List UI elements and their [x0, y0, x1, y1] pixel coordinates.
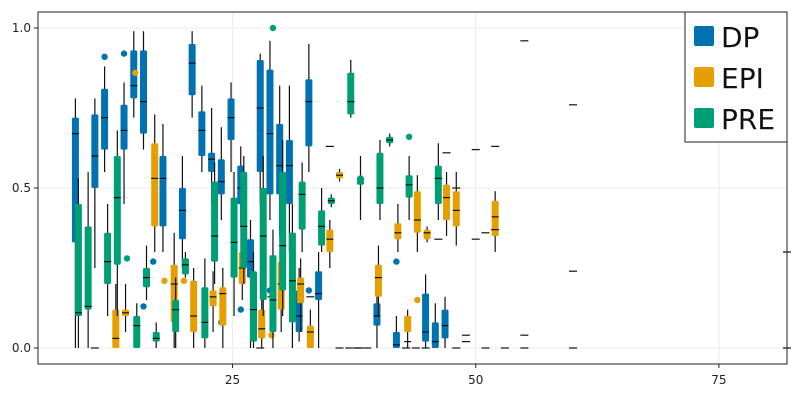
y-tick-label: 0.5	[12, 181, 31, 195]
outlier-epi	[414, 296, 421, 304]
box-pre	[172, 300, 180, 332]
box-pre	[298, 181, 306, 230]
box-pre	[434, 165, 442, 204]
plot-area	[71, 24, 791, 349]
box-pre	[113, 156, 121, 265]
legend-label-pre: PRE	[721, 103, 775, 136]
box-pre	[201, 287, 209, 339]
box-dp	[91, 114, 99, 188]
outlier-epi	[268, 332, 275, 339]
y-tick-label: 0.0	[12, 341, 31, 355]
box-pre	[250, 271, 257, 342]
box-dp	[266, 69, 274, 195]
box-epi	[394, 223, 402, 240]
box-epi	[491, 200, 499, 236]
box-dp	[227, 98, 235, 140]
box-dp	[373, 303, 381, 326]
box-dp	[188, 44, 196, 96]
box-epi	[209, 290, 217, 307]
extra-marks	[325, 40, 791, 349]
box-pre	[259, 188, 267, 300]
box-dp	[140, 50, 147, 134]
legend-swatch-epi	[694, 67, 714, 87]
box-epi	[452, 191, 460, 227]
box-pre	[376, 152, 384, 204]
box-epi	[112, 309, 120, 348]
box-pre	[269, 255, 277, 332]
series-dp	[71, 31, 449, 349]
box-dp	[217, 159, 225, 195]
x-tick-label: 50	[468, 373, 483, 387]
box-dp	[392, 332, 400, 348]
box-dp	[159, 156, 167, 227]
box-pre	[211, 181, 219, 262]
axis-ticks: 25 50 75 0.0 0.5 1.0	[12, 21, 727, 387]
box-epi	[297, 277, 305, 304]
outlier-pre	[269, 24, 277, 32]
box-pre	[405, 175, 413, 198]
box-dp	[441, 309, 449, 339]
outlier-dp	[237, 306, 244, 313]
legend: DP EPI PRE	[684, 11, 788, 143]
outlier-dp	[150, 258, 157, 265]
box-epi	[151, 143, 159, 227]
x-tick-label: 75	[711, 373, 726, 387]
outlier-dp	[120, 50, 128, 57]
box-pre	[104, 232, 112, 284]
outlier-dp	[140, 303, 147, 310]
outlier-dp	[305, 287, 313, 294]
outlier-pre	[123, 255, 131, 262]
box-epi	[326, 229, 334, 252]
box-dp	[101, 88, 109, 150]
outlier-dp	[393, 258, 400, 265]
outlier-epi	[180, 277, 188, 284]
box-dp	[256, 60, 264, 172]
box-pre	[347, 72, 355, 115]
box-pre	[133, 316, 141, 348]
outlier-epi	[132, 69, 139, 77]
box-pre	[181, 258, 189, 275]
box-pre	[240, 172, 248, 268]
box-pre	[84, 226, 92, 310]
box-dp	[285, 140, 293, 204]
legend-label-dp: DP	[721, 21, 759, 54]
outlier-dp	[101, 53, 108, 60]
box-dp	[178, 188, 186, 240]
box-pre	[74, 204, 82, 316]
box-epi	[404, 316, 412, 332]
legend-swatch-dp	[694, 26, 714, 46]
y-tick-label: 1.0	[12, 21, 31, 35]
box-epi	[258, 309, 266, 339]
box-pre	[152, 332, 160, 342]
x-tick-label: 25	[225, 373, 240, 387]
box-dp	[305, 79, 313, 147]
box-dp	[208, 152, 216, 172]
box-dp	[198, 111, 206, 156]
box-pre	[230, 197, 238, 278]
outlier-pre	[357, 175, 364, 182]
box-dp	[247, 239, 254, 278]
box-epi	[306, 325, 314, 348]
outlier-pre	[405, 133, 413, 140]
box-dp	[315, 271, 323, 300]
outlier-epi	[161, 277, 168, 284]
box-dp	[422, 293, 430, 342]
box-pre	[288, 232, 296, 323]
box-epi	[423, 229, 431, 240]
series-pre	[74, 24, 443, 348]
box-epi	[219, 287, 227, 326]
box-pre	[318, 210, 326, 246]
box-epi	[190, 280, 198, 332]
box-dp	[120, 104, 128, 150]
legend-swatch-pre	[694, 108, 714, 128]
box-epi	[413, 191, 421, 233]
box-epi	[374, 264, 382, 297]
box-dp	[431, 322, 439, 348]
box-epi	[443, 184, 451, 220]
legend-label-epi: EPI	[721, 62, 764, 95]
box-pre	[279, 172, 287, 291]
